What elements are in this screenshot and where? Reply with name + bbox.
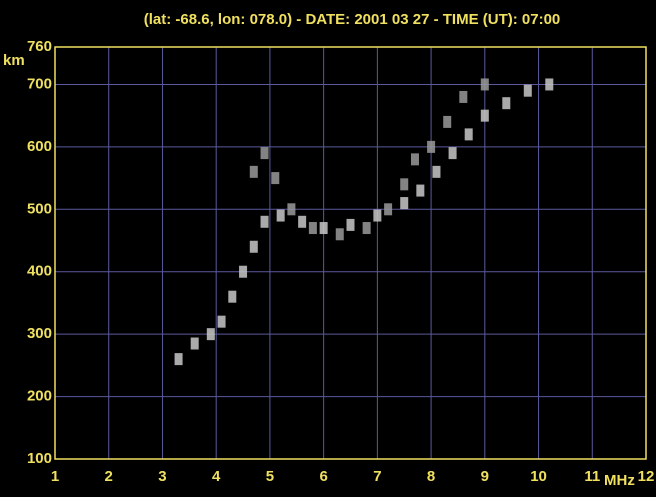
- echo-point: [287, 203, 296, 216]
- x-tick-label: 4: [212, 468, 221, 485]
- echo-point: [308, 222, 317, 235]
- echo-point: [249, 240, 258, 253]
- echo-point: [480, 109, 489, 122]
- echo-point: [480, 78, 489, 91]
- x-axis-label: MHz: [604, 472, 635, 489]
- y-tick-label: 300: [27, 325, 52, 342]
- x-tick-label: 1: [51, 468, 59, 485]
- echo-point: [443, 115, 452, 128]
- echo-point: [335, 228, 344, 241]
- echo-point: [427, 140, 436, 153]
- y-tick-label: 100: [27, 450, 52, 467]
- echo-point: [362, 222, 371, 235]
- echo-point: [400, 197, 409, 210]
- echo-point: [319, 222, 328, 235]
- echo-point: [448, 147, 457, 160]
- echo-point: [464, 128, 473, 141]
- echo-point: [260, 215, 269, 228]
- echo-point: [502, 97, 511, 110]
- echo-point: [432, 165, 441, 178]
- echo-point: [416, 184, 425, 197]
- y-tick-label: 500: [27, 200, 52, 217]
- echo-point: [249, 165, 258, 178]
- echo-point: [217, 315, 226, 328]
- echo-point: [523, 84, 532, 97]
- chart-title: (lat: -68.6, lon: 078.0) - DATE: 2001 03…: [144, 11, 561, 28]
- x-tick-label: 5: [266, 468, 274, 485]
- x-tick-label: 12: [638, 468, 655, 485]
- x-tick-label: 8: [427, 468, 435, 485]
- x-tick-label: 3: [158, 468, 166, 485]
- echo-point: [373, 209, 382, 222]
- echo-point: [276, 209, 285, 222]
- y-tick-label: 200: [27, 388, 52, 405]
- echo-point: [400, 178, 409, 191]
- echo-point: [260, 147, 269, 160]
- y-axis-label: km: [3, 52, 25, 69]
- x-tick-label: 11: [584, 468, 600, 485]
- echo-point: [174, 353, 183, 366]
- echo-point: [190, 337, 199, 350]
- echo-point: [410, 153, 419, 166]
- echo-point: [459, 90, 468, 103]
- echo-point: [346, 218, 355, 231]
- y-tick-label: 700: [27, 75, 52, 92]
- echo-point: [545, 78, 554, 91]
- x-tick-label: 9: [481, 468, 489, 485]
- y-tick-label: 400: [27, 263, 52, 280]
- echo-point: [206, 328, 215, 341]
- x-tick-label: 7: [373, 468, 381, 485]
- x-tick-label: 6: [319, 468, 327, 485]
- x-tick-label: 2: [105, 468, 113, 485]
- plot-frame: [54, 46, 647, 460]
- echo-point: [384, 203, 393, 216]
- echo-point: [239, 265, 248, 278]
- x-tick-label: 10: [530, 468, 547, 485]
- echo-point: [271, 172, 280, 185]
- echo-point: [298, 215, 307, 228]
- y-tick-label: 600: [27, 138, 52, 155]
- y-tick-label: 760: [27, 38, 52, 55]
- echo-point: [228, 290, 237, 303]
